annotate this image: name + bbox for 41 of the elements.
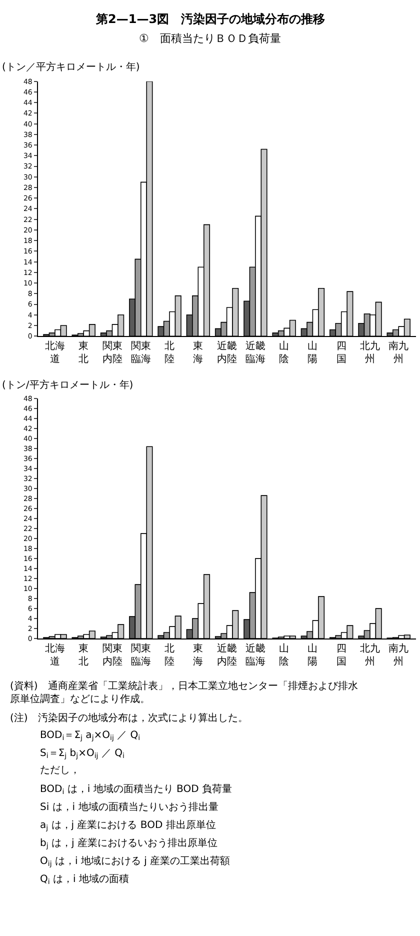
text: ただし， [40, 765, 80, 776]
x-tick-label: 近畿臨海 [245, 340, 266, 366]
x-tick-label: 四国 [336, 341, 346, 366]
text: Si は，i 地域の面積当たりいおう排出量 [40, 801, 218, 813]
x-tick-label: 北陸 [164, 642, 175, 668]
x-tick-label: 山陰 [279, 642, 290, 668]
x-tick-label: 東海 [193, 340, 204, 366]
text: S$_{i}$＝Σ$_{j}$ b$_{j}$×O$_{ij}$ ／ Q$_{i}$ [40, 748, 124, 760]
x-tick-label: 近畿内陸 [216, 642, 237, 668]
x-tick-label: 北九州 [360, 642, 380, 668]
text: BOD$_{i}$ は，i 地域の面積当たり BOD 負荷量 [40, 783, 232, 796]
x-tick-label: 山陰 [279, 340, 290, 366]
text: a$_{j}$ は，j 産業における BOD 排出原単位 [40, 819, 216, 832]
text: Q$_{i}$ は，i 地域の面積 [40, 873, 129, 886]
x-tick-label: 東海 [193, 642, 204, 668]
text: BOD$_{i}$＝Σ$_{j}$ a$_{j}$×O$_{ij}$ ／ Q$_{i}$ [40, 730, 140, 742]
x-tick-label: 北陸 [164, 340, 175, 366]
x-tick-label: 関東内陸 [102, 642, 122, 668]
x-tick-label: 北九州 [360, 340, 380, 366]
x-tick-label: 山陽 [308, 340, 318, 366]
x-tick-label: 山陽 [308, 642, 318, 668]
text: O$_{ij}$ は，i 地域における j 産業の工業出荷額 [40, 855, 230, 868]
x-tick-label: 北海道 [44, 340, 65, 366]
x-tick-label: 関東内陸 [102, 340, 122, 366]
x-tick-label: 南九州 [388, 642, 409, 668]
y-axis-title: (トン/平方キロメートル・年) [2, 379, 134, 391]
text: (注) 汚染因子の地域分布は，次式により算出した。 [10, 712, 248, 724]
chart-title: 第2—1—3図 汚染因子の地域分布の推移 [95, 12, 326, 26]
x-tick-label: 関東臨海 [130, 642, 151, 668]
chart-subtitle: ① 面積当たりＢＯＤ負荷量 [139, 32, 281, 45]
y-axis-title: (トン／平方キロメートル・年) [2, 61, 140, 73]
text: b$_{j}$ は，j 産業におけるいおう排出原単位 [40, 837, 218, 850]
x-tick-label: 東北 [78, 340, 89, 366]
x-tick-label: 東北 [78, 642, 89, 668]
x-tick-label: 近畿内陸 [216, 340, 237, 366]
x-tick-label: 近畿臨海 [245, 642, 266, 668]
x-tick-label: 四国 [336, 644, 346, 668]
text: (資料) 通商産業省「工業統計表」，日本工業立地センター「排煙および排水原単位調査」などにより作成。 [10, 680, 358, 705]
x-tick-label: 北海道 [44, 642, 65, 668]
x-tick-label: 関東臨海 [130, 340, 151, 366]
x-tick-label: 南九州 [388, 340, 409, 366]
